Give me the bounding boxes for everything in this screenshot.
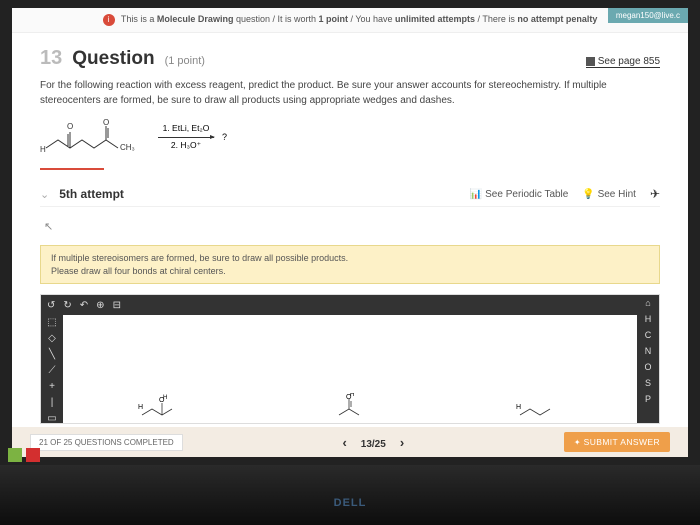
left-tools: ⬚ ◇ ╲ ⟋ + | ▭ [41,315,63,423]
drawn-mol-3[interactable]: H [516,393,562,419]
question-points: (1 point) [165,55,205,67]
user-tag: megan150@live.c [608,8,688,23]
attempt-label: 5th attempt [59,187,124,201]
see-page-link[interactable]: See page 855 [586,56,660,68]
question-number: 13 [40,47,62,70]
tool-bond[interactable]: ╲ [41,347,63,363]
svg-text:H: H [138,404,143,411]
reset-icon[interactable]: ↶ [80,300,88,311]
question-header: 13 Question (1 point) See page 855 [40,47,660,70]
svg-text:H: H [350,393,354,398]
drawn-mol-2[interactable]: OH [335,393,365,419]
app-screen: megan150@live.c i This is a Molecule Dra… [12,8,688,457]
submit-button[interactable]: SUBMIT ANSWER [564,432,670,452]
tool-charge[interactable]: + [41,379,63,395]
reaction-arrow: 1. EtLi, Et₂O 2. H₃O⁺ [158,123,214,150]
prev-button[interactable]: ‹ [342,435,346,450]
next-button[interactable]: › [400,435,404,450]
reaction-scheme: O O H CH₃ 1. EtLi, Et₂O 2. H₃O⁺ ? [40,118,660,156]
attempt-row[interactable]: ⌄ 5th attempt 📊 See Periodic Table 💡 See… [40,182,660,207]
page-fraction: 13/25 [361,435,386,450]
zoom-out-icon[interactable]: ⊟ [113,300,121,311]
cursor-icon: ↖ [44,221,53,233]
zoom-in-icon[interactable]: ⊕ [96,300,104,311]
send-icon[interactable]: ✈ [650,187,660,201]
svg-text:H: H [40,145,46,154]
undo-icon[interactable]: ↺ [47,300,55,311]
progress-indicator: 21 OF 25 QUESTIONS COMPLETED [30,434,183,451]
elem-s[interactable]: S [637,375,659,391]
monitor-stand: DELL [0,465,700,525]
question-text: For the following reaction with excess r… [40,78,660,108]
svg-text:O: O [103,118,109,127]
redo-icon[interactable]: ↻ [63,300,71,311]
elem-o[interactable]: O [637,359,659,375]
question-word: Question [72,48,154,70]
accent-underline [40,168,104,170]
tool-select[interactable]: ⬚ [41,315,63,331]
tool-ring[interactable]: ▭ [41,411,63,427]
svg-text:H: H [163,395,167,401]
content-area: 13 Question (1 point) See page 855 For t… [12,33,688,438]
elem-p[interactable]: P [637,391,659,407]
elem-top[interactable]: ⌂ [637,295,659,311]
product-placeholder: ? [222,132,227,142]
drawing-canvas[interactable]: ↺ ↻ ↶ ⊕ ⊟ ⬚ ◇ ╲ ⟋ + | ▭ ⌂ H C N O S P HO… [40,294,660,424]
svg-text:H: H [516,404,521,411]
tool-wedge[interactable]: ⟋ [41,363,63,379]
info-icon: i [103,14,115,26]
brand-logo: DELL [334,497,367,509]
chevron-down-icon[interactable]: ⌄ [40,188,49,201]
info-banner: i This is a Molecule Drawing question / … [12,8,688,33]
hint-link[interactable]: 💡 See Hint [582,189,636,200]
elem-h[interactable]: H [637,311,659,327]
attempt-actions: 📊 See Periodic Table 💡 See Hint ✈ [470,187,660,201]
monitor-bezel: megan150@live.c i This is a Molecule Dra… [0,0,700,465]
canvas-inner[interactable]: HOH OH H [63,315,637,423]
taskbar [8,448,40,462]
elem-c[interactable]: C [637,327,659,343]
tool-erase[interactable]: ◇ [41,331,63,347]
svg-text:O: O [67,122,73,131]
bottom-bar: 21 OF 25 QUESTIONS COMPLETED ‹ 13/25 › S… [12,427,688,457]
elem-n[interactable]: N [637,343,659,359]
element-palette: ⌂ H C N O S P [637,295,659,423]
pager: ‹ 13/25 › [183,435,564,450]
reagent-1: 1. EtLi, Et₂O [158,123,214,134]
taskbar-app-2[interactable] [26,448,40,462]
svg-text:CH₃: CH₃ [120,143,135,152]
drawn-mol-1[interactable]: HOH [138,393,184,419]
periodic-table-link[interactable]: 📊 See Periodic Table [470,189,568,200]
canvas-toolbar: ↺ ↻ ↶ ⊕ ⊟ [41,295,637,315]
tool-chain[interactable]: | [41,395,63,411]
reagent-2: 2. H₃O⁺ [158,140,214,151]
taskbar-app-1[interactable] [8,448,22,462]
starting-material: O O H CH₃ [40,118,150,156]
hint-box: If multiple stereoisomers are formed, be… [40,245,660,284]
